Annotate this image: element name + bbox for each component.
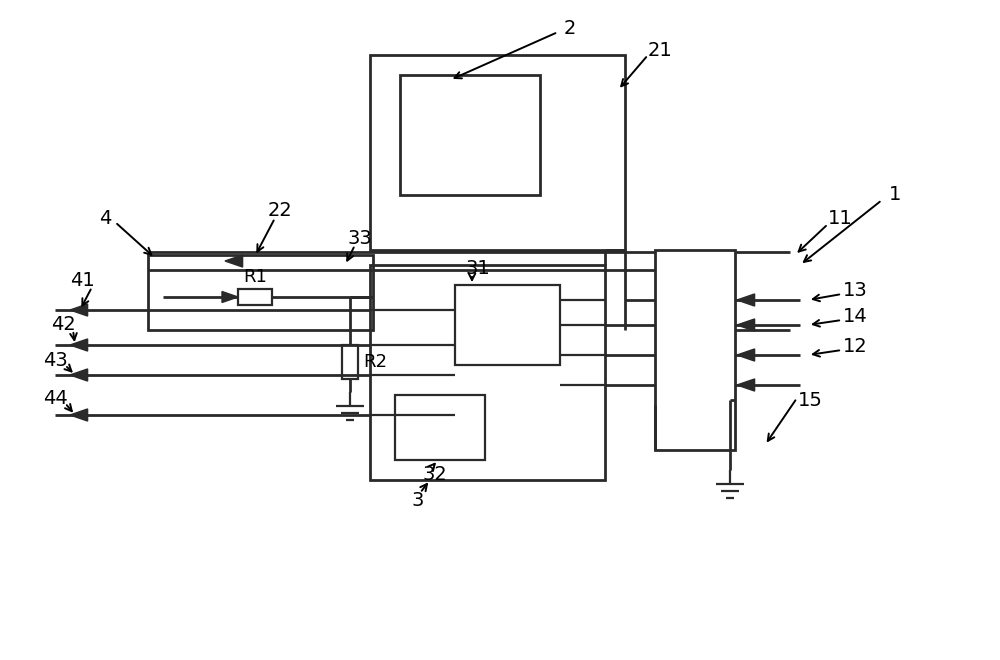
Bar <box>148 255 373 330</box>
Text: R1: R1 <box>243 268 267 286</box>
Text: 4: 4 <box>99 209 111 228</box>
Text: 43: 43 <box>43 350 67 370</box>
Bar <box>370 55 625 250</box>
Text: 21: 21 <box>648 40 672 59</box>
Text: 32: 32 <box>423 465 447 484</box>
Text: 1: 1 <box>889 185 901 205</box>
Polygon shape <box>70 409 88 421</box>
Bar <box>370 265 605 480</box>
Bar <box>655 250 735 450</box>
Bar <box>395 395 485 460</box>
Text: 41: 41 <box>70 271 94 290</box>
Polygon shape <box>70 369 88 381</box>
Polygon shape <box>737 379 755 391</box>
Text: 15: 15 <box>798 391 822 409</box>
Text: 31: 31 <box>466 259 490 277</box>
Polygon shape <box>222 292 238 302</box>
Polygon shape <box>737 294 755 306</box>
Polygon shape <box>225 255 243 267</box>
Bar <box>455 285 560 365</box>
Bar <box>238 289 272 305</box>
Text: 42: 42 <box>51 315 75 335</box>
Text: 3: 3 <box>412 490 424 510</box>
Text: 44: 44 <box>43 389 67 407</box>
Text: 14: 14 <box>843 306 867 325</box>
Text: 22: 22 <box>268 201 292 220</box>
Text: R2: R2 <box>363 353 387 371</box>
Bar <box>342 345 358 379</box>
Polygon shape <box>70 339 88 351</box>
Polygon shape <box>737 319 755 331</box>
Polygon shape <box>737 349 755 361</box>
Polygon shape <box>70 304 88 316</box>
Text: 13: 13 <box>843 280 867 300</box>
Text: 12: 12 <box>843 337 867 356</box>
Text: 2: 2 <box>564 18 576 38</box>
Bar <box>400 75 540 195</box>
Text: 33: 33 <box>348 228 372 248</box>
Text: 11: 11 <box>828 209 852 228</box>
